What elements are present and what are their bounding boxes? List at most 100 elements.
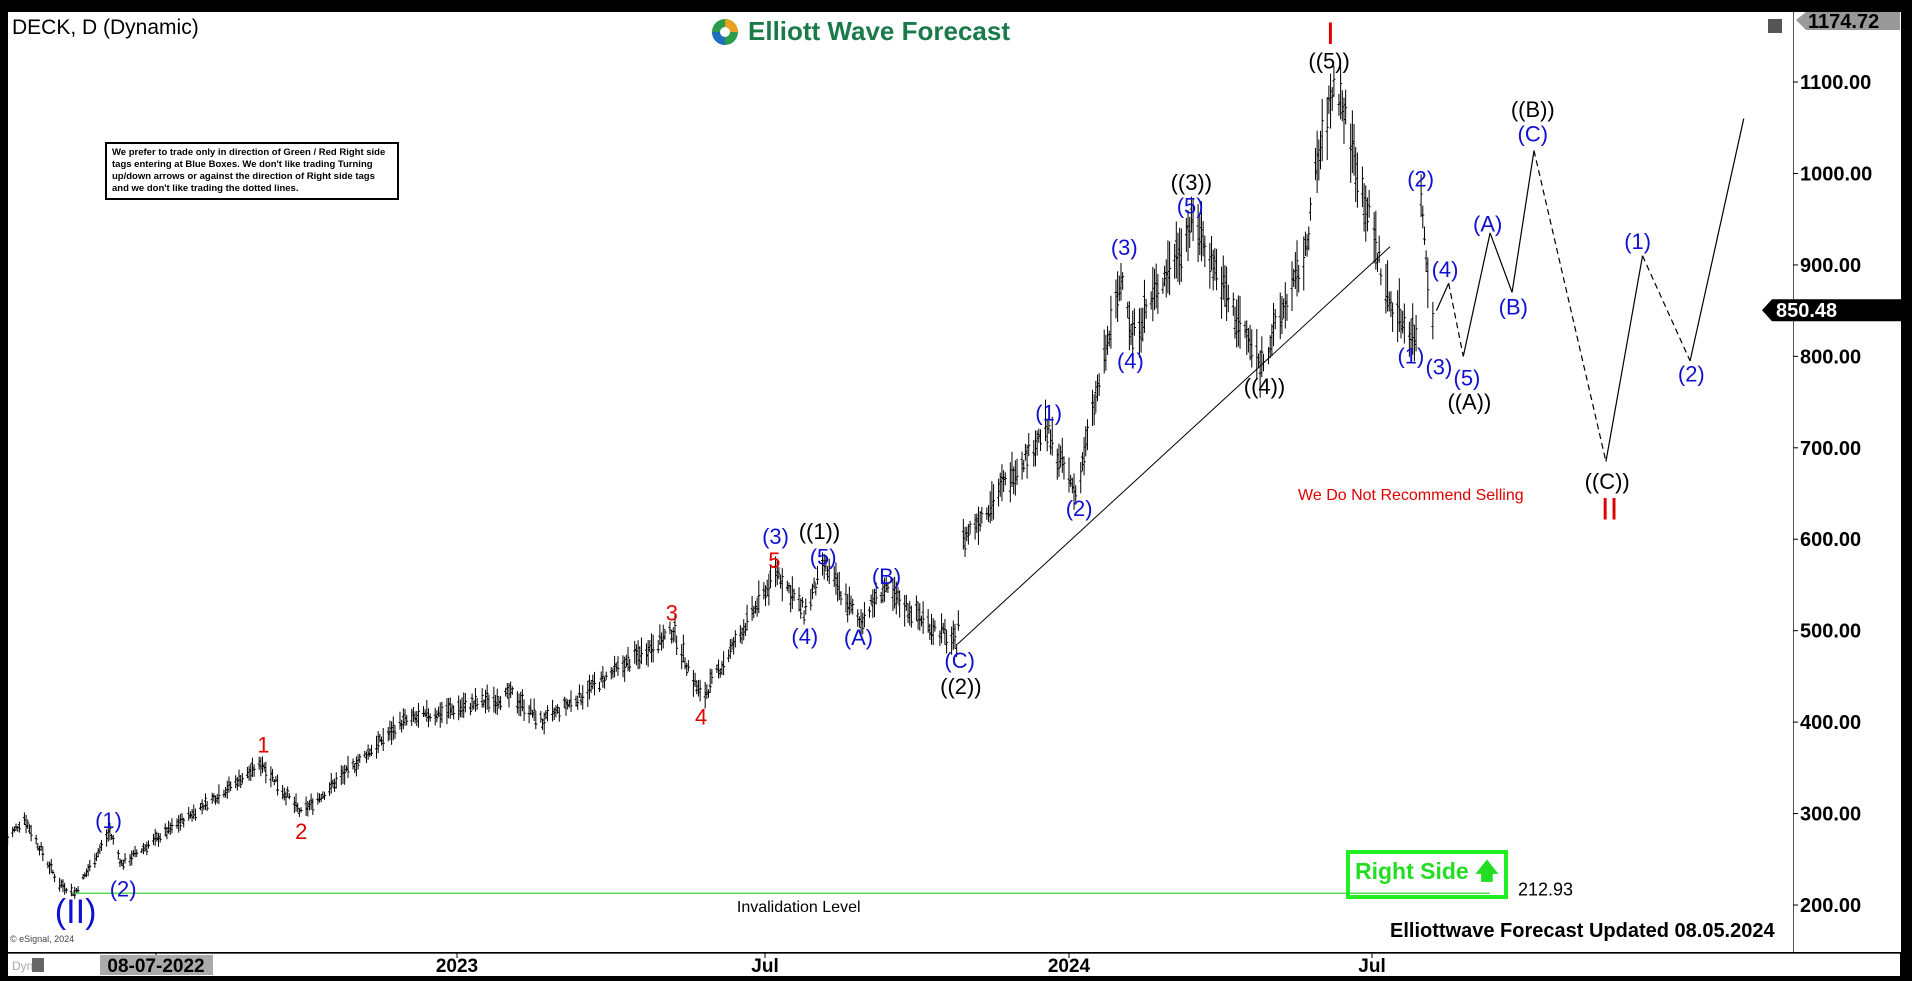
price-bar — [1139, 307, 1143, 353]
price-bar — [1008, 462, 1012, 503]
price-bar — [339, 765, 343, 786]
price-bar — [95, 852, 99, 862]
x-tick-label: Jul — [751, 956, 778, 977]
price-bar — [1391, 302, 1395, 332]
price-bar — [790, 576, 794, 610]
price-bar — [1174, 221, 1178, 279]
price-bar — [1002, 470, 1006, 493]
price-bar — [1221, 255, 1225, 300]
price-bar — [1082, 437, 1086, 476]
price-bar — [460, 697, 464, 718]
price-bar — [237, 769, 241, 787]
price-bar — [1308, 197, 1312, 221]
price-bar — [846, 593, 850, 623]
price-bar — [769, 566, 773, 589]
price-bar — [1188, 216, 1192, 248]
price-bar — [1293, 251, 1297, 290]
price-bar — [1285, 293, 1289, 321]
price-bar — [487, 694, 491, 713]
price-bar — [1025, 444, 1029, 479]
wave-label: (C) — [944, 648, 974, 673]
price-bar — [710, 668, 714, 685]
price-bar — [1238, 295, 1242, 349]
price-bar — [391, 716, 395, 741]
price-bar — [951, 620, 955, 650]
price-bar — [686, 660, 690, 672]
price-bar — [908, 600, 912, 626]
price-bar — [445, 698, 449, 725]
price-bar — [158, 833, 162, 843]
price-bar — [403, 708, 407, 726]
copyright: © eSignal, 2024 — [10, 934, 75, 944]
price-bar — [1367, 189, 1371, 218]
price-bar — [276, 774, 280, 796]
price-bar — [299, 807, 303, 813]
price-bar — [764, 585, 768, 606]
price-bar — [356, 754, 360, 770]
price-bar — [539, 710, 543, 723]
price-bar — [1015, 458, 1019, 486]
price-axis[interactable] — [1793, 12, 1901, 952]
price-bar — [1256, 353, 1260, 368]
projection-segment — [1448, 283, 1464, 357]
wave-label: ((B)) — [1511, 97, 1555, 122]
price-bar — [46, 861, 50, 869]
price-bar — [520, 689, 524, 712]
price-bar — [282, 787, 286, 801]
price-bar — [1164, 259, 1168, 298]
price-bar — [544, 709, 548, 720]
price-bar — [742, 619, 746, 641]
price-bar — [1020, 451, 1024, 480]
price-bar — [534, 710, 538, 730]
price-bar — [100, 840, 104, 851]
price-bar — [879, 591, 883, 604]
price-bar — [319, 794, 323, 803]
price-bar — [240, 773, 244, 784]
price-bar — [1339, 66, 1343, 120]
price-bar — [401, 708, 405, 730]
price-bar — [380, 736, 384, 746]
projection-segment — [1489, 232, 1513, 293]
price-bar — [683, 657, 687, 670]
price-bar — [447, 697, 451, 719]
price-bar — [1085, 419, 1089, 451]
wave-label: ((A)) — [1447, 390, 1491, 415]
price-bar — [963, 526, 967, 557]
price-bar — [980, 507, 984, 524]
lock-icon[interactable] — [32, 958, 44, 972]
price-bar — [34, 834, 38, 845]
price-bar — [802, 610, 806, 625]
price-bar — [26, 819, 30, 829]
price-bar — [1166, 240, 1170, 294]
price-bar — [844, 583, 848, 613]
price-bar — [943, 619, 947, 645]
price-bar — [1114, 279, 1118, 319]
price-bar — [1080, 452, 1084, 472]
price-bar — [59, 879, 63, 889]
price-bar — [1245, 320, 1249, 356]
price-bar — [1297, 264, 1301, 293]
price-bar — [1226, 284, 1230, 313]
price-bar — [1352, 123, 1356, 176]
price-bar — [1142, 279, 1146, 333]
time-axis[interactable] — [8, 953, 1900, 976]
price-bar — [862, 602, 866, 628]
price-bar — [671, 627, 675, 643]
price-bar — [603, 676, 607, 689]
price-bar — [410, 708, 414, 727]
price-bar — [792, 588, 796, 602]
price-bar — [532, 698, 536, 722]
price-bar — [804, 598, 808, 615]
price-bar — [809, 589, 813, 611]
price-bar — [492, 686, 496, 713]
price-bar — [743, 623, 747, 636]
price-bar — [1074, 485, 1078, 502]
restore-window-icon[interactable] — [1768, 19, 1782, 33]
price-bar — [152, 834, 156, 846]
price-bar — [405, 714, 409, 726]
projection-segment — [1605, 255, 1644, 462]
price-bar — [1003, 472, 1007, 486]
y-tick-label: 900.00 — [1800, 255, 1861, 277]
wave-label: 2 — [295, 819, 307, 844]
